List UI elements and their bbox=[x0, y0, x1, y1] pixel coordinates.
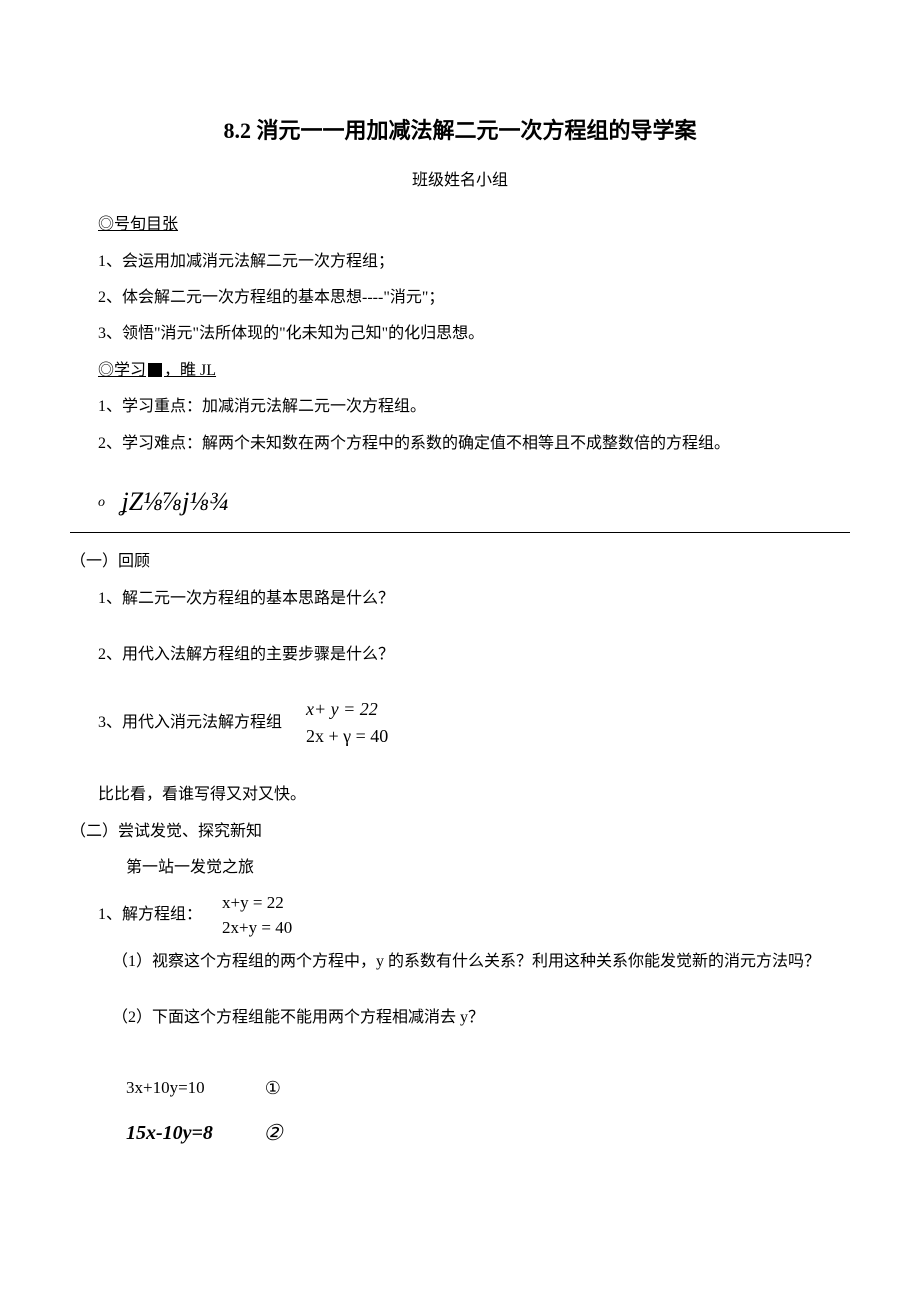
equation-pair-1: 3x+10y=10 ① bbox=[70, 1071, 850, 1105]
spacer bbox=[70, 620, 850, 634]
title-number: 8.2 bbox=[223, 118, 251, 143]
part2-heading: （二）尝试发觉、探究新知 bbox=[70, 817, 850, 847]
part2-sub1: （1）视察这个方程组的两个方程中，y 的系数有什么关系？利用这种关系你能发觉新的… bbox=[70, 947, 850, 977]
black-square-icon bbox=[148, 363, 162, 377]
section-objectives-label: ◎号旬目张 bbox=[70, 210, 850, 240]
focus-label-post: ，睢 JL bbox=[164, 362, 216, 379]
equation-3b: 15x-10y=8 bbox=[126, 1114, 213, 1152]
equation-system-2: x+y = 22 2x+y = 40 bbox=[222, 890, 292, 941]
circled-2-icon: ② bbox=[263, 1112, 283, 1154]
spacer bbox=[70, 676, 850, 690]
part2-sub2: （2）下面这个方程组能不能用两个方程相减消去 y？ bbox=[70, 1003, 850, 1033]
section-focus-label: ◎学习 ，睢 JL bbox=[70, 356, 850, 386]
equation-system-1: x+ y = 22 2x + γ = 40 bbox=[306, 696, 388, 750]
page-title: 8.2 消元一一用加减法解二元一次方程组的导学案 bbox=[70, 110, 850, 152]
station-line: 第一站一发觉之旅 bbox=[70, 853, 850, 883]
objective-3: 3、领悟"消元"法所体现的"化未知为己知"的化归思想。 bbox=[70, 319, 850, 349]
garbled-text: ʝZ⅛⅞j⅛¾ bbox=[122, 487, 229, 516]
focus-item-1: 1、学习重点：加减消元法解二元一次方程组。 bbox=[70, 392, 850, 422]
part2-q1-label: 1、解方程组： bbox=[98, 900, 202, 930]
focus-label-pre: ◎学习 bbox=[98, 362, 146, 379]
worksheet-page: 8.2 消元一一用加减法解二元一次方程组的导学案 班级姓名小组 ◎号旬目张 1、… bbox=[0, 0, 920, 1219]
title-text: 消元一一用加减法解二元一次方程组的导学案 bbox=[256, 118, 696, 143]
focus-item-2: 2、学习难点：解两个未知数在两个方程中的系数的确定值不相等且不成整数倍的方程组。 bbox=[70, 429, 850, 459]
review-q1: 1、解二元一次方程组的基本思路是什么？ bbox=[70, 584, 850, 614]
spacer bbox=[70, 756, 850, 774]
review-q3-row: 3、用代入消元法解方程组 x+ y = 22 2x + γ = 40 bbox=[70, 696, 850, 750]
class-info-line: 班级姓名小组 bbox=[70, 166, 850, 196]
equation-1b: 2x + γ = 40 bbox=[306, 723, 388, 750]
garbled-heading: o ʝZ⅛⅞j⅛¾ bbox=[98, 477, 850, 526]
objective-1: 1、会运用加减消元法解二元一次方程组； bbox=[70, 247, 850, 277]
review-q2: 2、用代入法解方程组的主要步骤是什么？ bbox=[70, 640, 850, 670]
equation-2a: x+y = 22 bbox=[222, 890, 292, 916]
part1-heading: （一）回顾 bbox=[70, 547, 850, 577]
spacer bbox=[70, 1039, 850, 1065]
circled-1-icon: ① bbox=[265, 1071, 281, 1105]
equation-2b: 2x+y = 40 bbox=[222, 915, 292, 941]
part2-q1-row: 1、解方程组： x+y = 22 2x+y = 40 bbox=[70, 890, 850, 941]
spacer bbox=[70, 983, 850, 997]
equation-pair-2: 15x-10y=8 ② bbox=[70, 1112, 850, 1154]
review-tail: 比比看，看谁写得又对又快。 bbox=[70, 780, 850, 810]
objective-2: 2、体会解二元一次方程组的基本思想----"消元"； bbox=[70, 283, 850, 313]
equation-3a: 3x+10y=10 bbox=[126, 1072, 205, 1104]
equation-1a: x+ y = 22 bbox=[306, 696, 388, 723]
divider-line bbox=[70, 532, 850, 533]
review-q3-label: 3、用代入消元法解方程组 bbox=[98, 708, 282, 738]
garbled-prefix: o bbox=[98, 495, 105, 510]
